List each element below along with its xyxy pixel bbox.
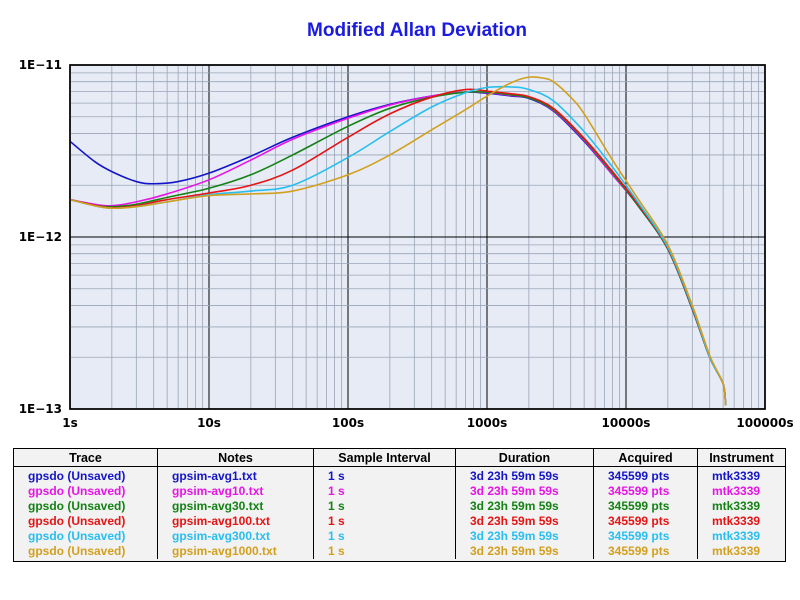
legend-cell-duration: 3d 23h 59m 59s bbox=[455, 484, 594, 499]
legend-cell-notes: gpsim-avg300.txt bbox=[157, 529, 314, 544]
legend-header-row: Trace Notes Sample Interval Duration Acq… bbox=[14, 449, 785, 467]
header-instrument: Instrument bbox=[697, 449, 785, 467]
legend-cell-instrument: mtk3339 bbox=[712, 469, 761, 483]
y-tick-label: 1E−12 bbox=[19, 230, 62, 244]
legend-table: Trace Notes Sample Interval Duration Acq… bbox=[14, 449, 785, 559]
header-duration: Duration bbox=[455, 449, 594, 467]
legend-cell-interval: 1 s bbox=[313, 499, 456, 514]
header-acquired: Acquired bbox=[593, 449, 698, 467]
header-notes: Notes bbox=[157, 449, 314, 467]
legend-row[interactable]: gpsdo (Unsaved) gpsim-avg1.txt 1 s 3d 23h 5… bbox=[14, 466, 785, 484]
legend-cell-acquired: 345599 pts bbox=[593, 499, 698, 514]
x-tick-label: 10s bbox=[197, 416, 221, 430]
legend-cell-acquired: 345599 pts bbox=[593, 484, 698, 499]
legend-cell-acquired: 345599 pts bbox=[593, 466, 698, 484]
legend-row[interactable]: gpsdo (Unsaved) gpsim-avg100.txt 1 s 3d 23h… bbox=[14, 514, 785, 529]
legend-cell-duration: 3d 23h 59m 59s bbox=[455, 499, 594, 514]
legend-cell-instrument: mtk3339 bbox=[712, 499, 761, 513]
y-tick-label: 1E−11 bbox=[19, 58, 62, 72]
adev-chart: Modified Allan Deviation 1s 10s 100s 1000s 1… bbox=[19, 20, 794, 430]
x-tick-label: 1000s bbox=[467, 416, 508, 430]
legend-cell-instrument: mtk3339 bbox=[712, 484, 761, 498]
legend-cell-interval: 1 s bbox=[313, 484, 456, 499]
x-tick-label: 100000s bbox=[736, 416, 793, 430]
legend-row[interactable]: gpsdo (Unsaved) gpsim-avg300.txt 1 s 3d 23h… bbox=[14, 529, 785, 544]
series-group bbox=[69, 76, 727, 406]
legend-cell-interval: 1 s bbox=[313, 466, 456, 484]
legend-cell-trace: gpsdo (Unsaved) bbox=[14, 529, 158, 544]
legend-cell-acquired: 345599 pts bbox=[593, 529, 698, 544]
legend-cell-notes: gpsim-avg100.txt bbox=[157, 514, 314, 529]
legend-cell-interval: 1 s bbox=[313, 529, 456, 544]
y-tick-label: 1E−13 bbox=[19, 402, 62, 416]
legend-cell-duration: 3d 23h 59m 59s bbox=[455, 544, 594, 559]
grid bbox=[70, 65, 765, 409]
series-line-6 bbox=[69, 76, 727, 406]
legend-cell-trace: gpsdo (Unsaved) bbox=[14, 484, 158, 499]
legend-cell-interval: 1 s bbox=[313, 514, 456, 529]
legend-row[interactable]: gpsdo (Unsaved) gpsim-avg30.txt 1 s 3d 23h … bbox=[14, 499, 785, 514]
legend-cell-instrument: mtk3339 bbox=[712, 514, 761, 528]
x-tick-label: 10000s bbox=[602, 416, 651, 430]
legend-cell-notes: gpsim-avg30.txt bbox=[157, 499, 314, 514]
legend-cell-acquired: 345599 pts bbox=[593, 544, 698, 559]
legend-cell-notes: gpsim-avg1.txt bbox=[157, 466, 314, 484]
x-tick-label: 1s bbox=[62, 416, 78, 430]
header-trace: Trace bbox=[14, 449, 158, 467]
chart-title: Modified Allan Deviation bbox=[307, 20, 527, 41]
legend-cell-instrument: mtk3339 bbox=[712, 544, 761, 558]
legend-cell-trace: gpsdo (Unsaved) bbox=[14, 499, 158, 514]
tick-labels: 1s 10s 100s 1000s 10000s 100000s 1E−11 1E−12 1E−… bbox=[19, 58, 794, 430]
legend-cell-trace: gpsdo (Unsaved) bbox=[14, 466, 158, 484]
header-sample-interval: Sample Interval bbox=[313, 449, 456, 467]
legend-cell-acquired: 345599 pts bbox=[593, 514, 698, 529]
legend-cell-trace: gpsdo (Unsaved) bbox=[14, 514, 158, 529]
legend-cell-interval: 1 s bbox=[313, 544, 456, 559]
legend-cell-duration: 3d 23h 59m 59s bbox=[455, 529, 594, 544]
legend-cell-duration: 3d 23h 59m 59s bbox=[455, 514, 594, 529]
legend-row[interactable]: gpsdo (Unsaved) gpsim-avg1000.txt 1 s 3d 23… bbox=[14, 544, 785, 559]
legend-cell-trace: gpsdo (Unsaved) bbox=[14, 544, 158, 559]
legend-cell-notes: gpsim-avg1000.txt bbox=[157, 544, 314, 559]
legend-cell-duration: 3d 23h 59m 59s bbox=[455, 466, 594, 484]
legend-row[interactable]: gpsdo (Unsaved) gpsim-avg10.txt 1 s 3d 23h … bbox=[14, 484, 785, 499]
legend-cell-instrument: mtk3339 bbox=[712, 529, 761, 543]
legend-panel: Trace Notes Sample Interval Duration Acq… bbox=[13, 448, 786, 562]
legend-cell-notes: gpsim-avg10.txt bbox=[157, 484, 314, 499]
x-tick-label: 100s bbox=[332, 416, 364, 430]
plot-frame bbox=[69, 64, 766, 410]
